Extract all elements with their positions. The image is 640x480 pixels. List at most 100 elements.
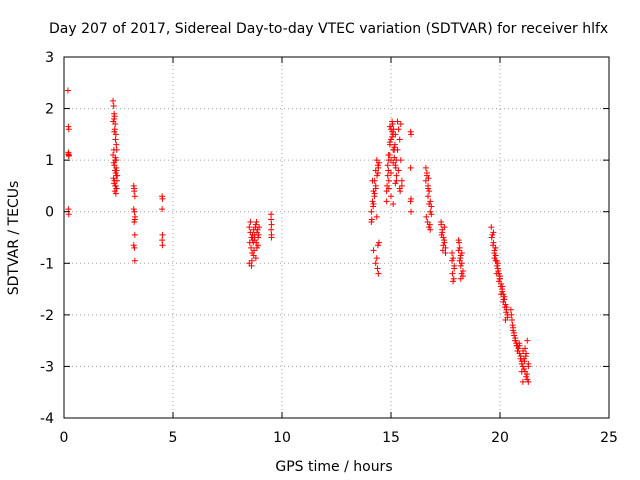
data-point (391, 144, 398, 151)
data-point (516, 342, 523, 349)
data-point (407, 198, 414, 205)
data-point (395, 167, 402, 174)
data-point (110, 175, 117, 182)
data-point (392, 164, 399, 171)
data-point (456, 239, 463, 246)
plot-frame (63, 56, 610, 419)
data-point (112, 190, 119, 197)
data-point (457, 275, 464, 282)
x-tick-label: 5 (169, 430, 178, 446)
data-point (489, 231, 496, 238)
data-point (524, 371, 531, 378)
data-point (438, 221, 445, 228)
data-point (65, 211, 72, 218)
data-point (502, 317, 509, 324)
data-point (390, 200, 397, 207)
data-point (428, 211, 435, 218)
data-point (422, 164, 429, 171)
data-point (253, 219, 260, 226)
data-point (373, 213, 380, 220)
data-point (422, 177, 429, 184)
data-point (268, 211, 275, 218)
data-point (369, 177, 376, 184)
data-point (512, 337, 519, 344)
data-point (494, 260, 501, 267)
data-point (524, 337, 531, 344)
data-point (376, 239, 383, 246)
data-point (503, 304, 510, 311)
data-point (490, 229, 497, 236)
data-point (488, 224, 495, 231)
y-tick-label: 0 (45, 205, 54, 221)
data-point (408, 131, 415, 138)
data-point (393, 177, 400, 184)
x-tick-label: 20 (491, 430, 509, 446)
data-point (425, 175, 432, 182)
data-point (384, 162, 391, 169)
data-point (65, 126, 72, 133)
data-point (507, 306, 514, 313)
data-point (501, 293, 508, 300)
data-points (64, 87, 532, 385)
data-point (407, 164, 414, 171)
data-point (395, 126, 402, 133)
data-point (384, 172, 391, 179)
data-point (112, 154, 119, 161)
data-point (499, 283, 506, 290)
data-point (449, 270, 456, 277)
data-point (427, 226, 434, 233)
data-point (65, 153, 72, 160)
data-point (110, 97, 117, 104)
data-point (131, 219, 138, 226)
axis-ticks: 0 5 10 15 20 25 -4 -3 -2 -1 0 1 2 3 (40, 50, 618, 446)
data-point (248, 257, 255, 264)
data-point (499, 288, 506, 295)
data-point (251, 247, 258, 254)
data-point (111, 177, 118, 184)
data-point (493, 270, 500, 277)
data-point (450, 275, 457, 282)
data-point (375, 164, 382, 171)
data-point (495, 278, 502, 285)
data-point (455, 247, 462, 254)
data-point (394, 146, 401, 153)
data-point (423, 170, 430, 177)
data-point (525, 360, 532, 367)
data-point (374, 265, 381, 272)
data-point (249, 231, 256, 238)
y-tick-label: -2 (40, 308, 54, 324)
data-point (397, 157, 404, 164)
data-point (442, 249, 449, 256)
y-axis-label: SDTVAR / TECUs (6, 181, 22, 296)
data-point (510, 324, 517, 331)
data-point (449, 249, 456, 256)
data-point (368, 208, 375, 215)
data-point (372, 185, 379, 192)
chart-title: Day 207 of 2017, Sidereal Day-to-day VTE… (49, 21, 608, 37)
data-point (376, 159, 383, 166)
data-point (268, 234, 275, 241)
data-point (427, 208, 434, 215)
data-point (113, 167, 120, 174)
data-point (112, 182, 119, 189)
data-point (525, 378, 532, 385)
data-point (458, 249, 465, 256)
data-point (253, 244, 260, 251)
data-point (519, 378, 526, 385)
data-point (110, 146, 117, 153)
y-tick-label: 1 (45, 153, 54, 169)
data-point (438, 231, 445, 238)
data-point (508, 317, 515, 324)
data-point (159, 237, 166, 244)
data-point (491, 249, 498, 256)
data-point (392, 131, 399, 138)
data-point (441, 224, 448, 231)
data-point (423, 213, 430, 220)
data-point (518, 360, 525, 367)
data-point (518, 368, 525, 375)
data-point (110, 102, 117, 109)
data-point (248, 244, 255, 251)
data-point (131, 193, 138, 200)
data-point (113, 141, 120, 148)
data-point (498, 291, 505, 298)
